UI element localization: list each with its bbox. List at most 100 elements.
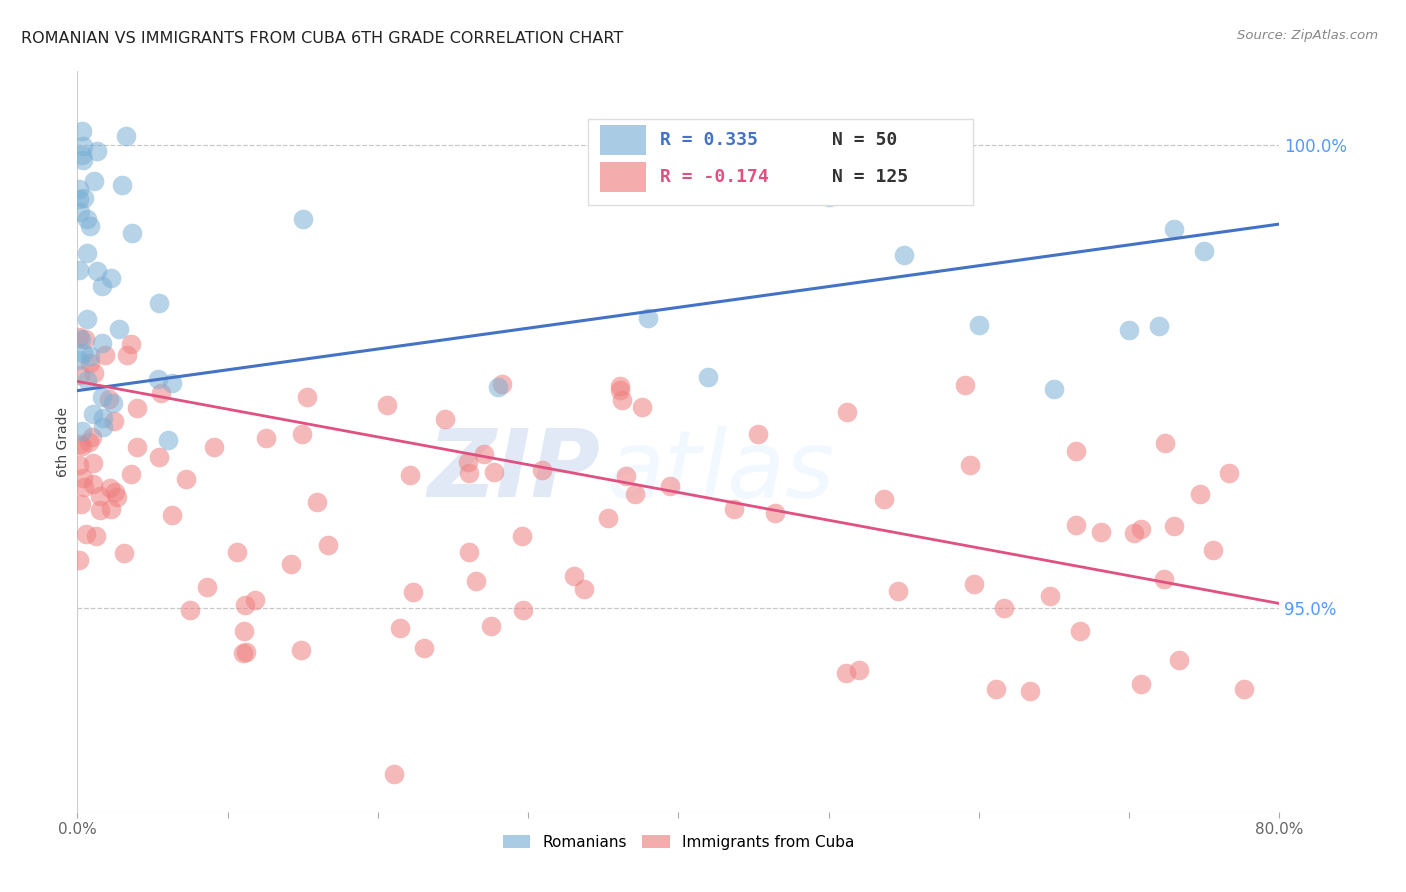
Point xyxy=(631,400,654,414)
Point xyxy=(598,510,620,524)
Point xyxy=(70,148,93,162)
Point xyxy=(67,353,90,368)
Text: N = 50: N = 50 xyxy=(832,131,897,149)
Point xyxy=(103,414,125,428)
Point xyxy=(232,646,254,660)
Point xyxy=(697,369,720,384)
Point xyxy=(67,553,90,567)
Point xyxy=(624,487,647,501)
Point xyxy=(70,497,93,511)
Point xyxy=(125,401,148,416)
Point xyxy=(1038,589,1060,603)
Point xyxy=(67,262,90,277)
Point xyxy=(609,383,631,397)
Point xyxy=(491,377,513,392)
Point xyxy=(993,600,1015,615)
Point xyxy=(70,424,93,438)
Point xyxy=(76,246,98,260)
Point xyxy=(72,346,94,360)
Point xyxy=(835,405,858,419)
Point xyxy=(959,458,981,473)
Point xyxy=(79,219,101,234)
Point xyxy=(79,349,101,363)
Point xyxy=(398,468,420,483)
Point xyxy=(67,192,90,206)
Point xyxy=(76,212,98,227)
Point xyxy=(76,373,98,387)
Point xyxy=(510,528,533,542)
Point xyxy=(1129,677,1152,691)
Point xyxy=(80,430,103,444)
Point xyxy=(887,584,910,599)
Point xyxy=(233,624,256,638)
Point xyxy=(967,318,990,332)
Point xyxy=(148,296,170,310)
Point xyxy=(486,380,509,394)
FancyBboxPatch shape xyxy=(600,162,645,192)
Point xyxy=(763,507,786,521)
Point xyxy=(1090,524,1112,539)
Point xyxy=(479,619,502,633)
Point xyxy=(111,178,134,192)
Point xyxy=(148,450,170,464)
Point xyxy=(1218,467,1240,481)
Point xyxy=(893,247,915,261)
Point xyxy=(433,411,456,425)
FancyBboxPatch shape xyxy=(600,126,645,155)
Point xyxy=(1066,444,1088,458)
Point xyxy=(1123,526,1146,541)
Point xyxy=(83,366,105,380)
Point xyxy=(382,767,405,781)
Point xyxy=(472,447,495,461)
Point xyxy=(73,332,96,346)
Point xyxy=(464,574,486,588)
Point xyxy=(1163,518,1185,533)
Point xyxy=(235,645,257,659)
Point xyxy=(86,264,108,278)
Point xyxy=(1118,323,1140,337)
Point xyxy=(202,440,225,454)
Point xyxy=(146,372,169,386)
Point xyxy=(69,368,91,382)
Point xyxy=(1163,222,1185,236)
Point xyxy=(72,471,94,485)
Point xyxy=(747,427,769,442)
Point xyxy=(562,569,585,583)
Point xyxy=(290,643,312,657)
Point xyxy=(307,495,329,509)
Point xyxy=(1018,683,1040,698)
Point xyxy=(179,602,201,616)
Point xyxy=(67,458,90,473)
Point xyxy=(835,666,858,681)
Point xyxy=(1154,436,1177,450)
Point xyxy=(101,396,124,410)
Point xyxy=(73,191,96,205)
Point xyxy=(114,129,136,144)
Point xyxy=(953,377,976,392)
Point xyxy=(316,538,339,552)
Point xyxy=(1168,652,1191,666)
Point xyxy=(291,211,314,226)
Point xyxy=(91,420,114,434)
Point xyxy=(402,585,425,599)
Point xyxy=(609,379,631,393)
Point xyxy=(280,557,302,571)
Point xyxy=(100,271,122,285)
Point xyxy=(108,322,131,336)
Point xyxy=(76,312,98,326)
Text: ROMANIAN VS IMMIGRANTS FROM CUBA 6TH GRADE CORRELATION CHART: ROMANIAN VS IMMIGRANTS FROM CUBA 6TH GRA… xyxy=(21,31,623,46)
Point xyxy=(67,330,90,344)
Legend: Romanians, Immigrants from Cuba: Romanians, Immigrants from Cuba xyxy=(496,829,860,856)
Point xyxy=(1153,572,1175,586)
Point xyxy=(100,502,122,516)
Text: Source: ZipAtlas.com: Source: ZipAtlas.com xyxy=(1237,29,1378,42)
Point xyxy=(637,311,659,326)
Point xyxy=(235,598,257,612)
Point xyxy=(94,347,117,361)
Point xyxy=(89,503,111,517)
Text: N = 125: N = 125 xyxy=(832,169,908,186)
Point xyxy=(127,440,149,454)
Point xyxy=(120,336,142,351)
Point xyxy=(986,681,1008,696)
Point xyxy=(388,621,411,635)
